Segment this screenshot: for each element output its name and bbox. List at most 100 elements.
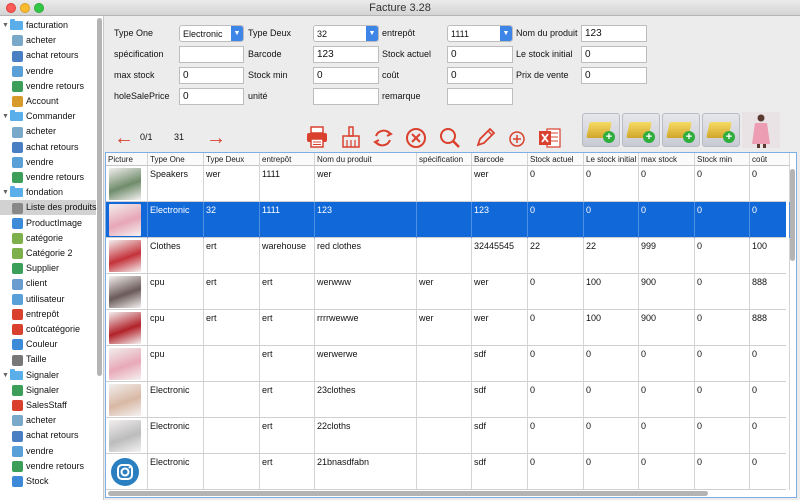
specification-input[interactable] bbox=[179, 46, 244, 63]
column-header[interactable]: spécification bbox=[417, 153, 472, 166]
picture-cell bbox=[106, 274, 148, 310]
page-indicator: 0/1 bbox=[140, 132, 153, 142]
disclosure-triangle-icon[interactable]: ▼ bbox=[2, 113, 9, 121]
sidebar-item[interactable]: vendre retours bbox=[0, 79, 96, 94]
sidebar-item[interactable]: SalesStaff bbox=[0, 398, 96, 413]
add-icon[interactable] bbox=[508, 130, 526, 148]
sidebar-item[interactable]: vendre retours bbox=[0, 459, 96, 474]
sidebar-item-label: ProductImage bbox=[26, 217, 83, 228]
column-header[interactable]: Stock min bbox=[695, 153, 750, 166]
sidebar-item[interactable]: utilisateur bbox=[0, 292, 96, 307]
broom-icon[interactable] bbox=[340, 126, 362, 148]
table-cell: Electronic bbox=[148, 202, 204, 238]
table-row[interactable]: Electronic 32 1111 123 123 0 0 0 0 0 bbox=[106, 202, 790, 238]
sidebar-item[interactable]: achat retours bbox=[0, 48, 96, 63]
table-row[interactable]: cpu ert ert werwww wer wer 0 100 900 0 888 bbox=[106, 274, 790, 310]
sidebar-scrollbar[interactable] bbox=[97, 18, 102, 376]
search-icon[interactable] bbox=[439, 127, 461, 149]
product-preview-image[interactable] bbox=[742, 112, 780, 148]
excel-export-icon[interactable] bbox=[538, 126, 562, 150]
window-zoom-button[interactable] bbox=[34, 3, 44, 13]
delete-icon[interactable] bbox=[405, 127, 427, 149]
table-row[interactable]: cpu ert ert rrrrwewwe wer wer 0 100 900 0 888 bbox=[106, 310, 790, 346]
nom-du-produit-input[interactable]: 123 bbox=[581, 25, 647, 42]
sidebar-item[interactable]: Stock bbox=[0, 474, 96, 489]
stock-min-input[interactable]: 0 bbox=[313, 67, 379, 84]
column-header[interactable]: coût bbox=[750, 153, 790, 166]
sidebar-item[interactable]: vendre bbox=[0, 155, 96, 170]
table-vertical-scrollbar[interactable] bbox=[790, 169, 795, 261]
sidebar-item[interactable]: achat retours bbox=[0, 428, 96, 443]
next-arrow-icon[interactable]: → bbox=[206, 127, 226, 149]
column-header[interactable]: Stock actuel bbox=[528, 153, 584, 166]
sidebar-item[interactable]: acheter bbox=[0, 124, 96, 139]
unite-input[interactable] bbox=[313, 88, 379, 105]
product-image-icon bbox=[12, 217, 23, 229]
table-row[interactable]: Electronic ert 23clothes sdf 0 0 0 0 0 bbox=[106, 382, 790, 418]
add-image-2-button[interactable]: + bbox=[622, 113, 660, 147]
table-row[interactable]: Electronic ert 21bnasdfabn sdf 0 0 0 0 0 bbox=[106, 454, 790, 490]
column-header[interactable]: max stock bbox=[639, 153, 695, 166]
sidebar-item[interactable]: client bbox=[0, 276, 96, 291]
remarque-input[interactable] bbox=[447, 88, 513, 105]
hole-sale-price-input[interactable]: 0 bbox=[179, 88, 244, 105]
sidebar-item[interactable]: achat retours bbox=[0, 140, 96, 155]
edit-pencil-icon[interactable] bbox=[474, 127, 496, 149]
column-header[interactable]: Picture bbox=[106, 153, 148, 166]
sidebar-item[interactable]: ▼ Signaler bbox=[0, 368, 96, 383]
table-row[interactable]: Electronic ert 22cloths sdf 0 0 0 0 0 bbox=[106, 418, 790, 454]
window-minimize-button[interactable] bbox=[20, 3, 30, 13]
type-deux-select[interactable]: 32 ▼ bbox=[313, 25, 379, 42]
le-stock-initial-input[interactable]: 0 bbox=[581, 46, 647, 63]
table-horizontal-scrollbar[interactable] bbox=[108, 491, 708, 496]
table-cell: 0 bbox=[750, 166, 790, 202]
table-row[interactable]: Speakers wer 1111 wer wer 0 0 0 0 0 bbox=[106, 166, 790, 202]
entrepot-select[interactable]: 1111 ▼ bbox=[447, 25, 513, 42]
printer-icon[interactable] bbox=[305, 126, 329, 148]
sidebar-item[interactable]: acheter bbox=[0, 33, 96, 48]
sidebar-item[interactable]: Account bbox=[0, 94, 96, 109]
refresh-icon[interactable] bbox=[372, 127, 394, 149]
sidebar-item[interactable]: Liste des produits bbox=[0, 200, 97, 216]
sidebar-item[interactable]: vendre bbox=[0, 444, 96, 459]
sidebar-item[interactable]: entrepôt bbox=[0, 307, 96, 322]
sidebar-item[interactable]: Signaler bbox=[0, 383, 96, 398]
disclosure-triangle-icon[interactable]: ▼ bbox=[2, 22, 9, 30]
sidebar-item[interactable]: ProductImage bbox=[0, 216, 96, 231]
sidebar-item[interactable]: Couleur bbox=[0, 337, 96, 352]
add-image-4-button[interactable]: + bbox=[702, 113, 740, 147]
window-close-button[interactable] bbox=[6, 3, 16, 13]
disclosure-triangle-icon[interactable]: ▼ bbox=[2, 189, 9, 197]
sidebar-item[interactable]: Taille bbox=[0, 352, 96, 367]
sidebar-item[interactable]: coûtcatégorie bbox=[0, 322, 96, 337]
table-row[interactable]: Clothes ert warehouse red clothes 32445545 22… bbox=[106, 238, 790, 274]
column-header[interactable]: Type Deux bbox=[204, 153, 260, 166]
type-one-select[interactable]: Electronic ▼ bbox=[179, 25, 244, 42]
sidebar-item[interactable]: Catégorie 2 bbox=[0, 246, 96, 261]
column-header[interactable]: Barcode bbox=[472, 153, 528, 166]
sidebar-item[interactable]: ▼ facturation bbox=[0, 18, 96, 33]
cout-input[interactable]: 0 bbox=[447, 67, 513, 84]
product-thumbnail bbox=[109, 240, 141, 272]
add-image-1-button[interactable]: + bbox=[582, 113, 620, 147]
sidebar-item-label: Stock bbox=[26, 476, 49, 486]
table-row[interactable]: cpu ert werwerwe sdf 0 0 0 0 0 bbox=[106, 346, 790, 382]
stock-actuel-input[interactable]: 0 bbox=[447, 46, 513, 63]
add-image-3-button[interactable]: + bbox=[662, 113, 700, 147]
barcode-input[interactable]: 123 bbox=[313, 46, 379, 63]
column-header[interactable]: Type One bbox=[148, 153, 204, 166]
column-header[interactable]: Le stock initial bbox=[584, 153, 639, 166]
sidebar-item[interactable]: catégorie bbox=[0, 231, 96, 246]
sidebar-item[interactable]: vendre retours bbox=[0, 170, 96, 185]
column-header[interactable]: entrepôt bbox=[260, 153, 315, 166]
max-stock-input[interactable]: 0 bbox=[179, 67, 244, 84]
column-header[interactable]: Nom du produit bbox=[315, 153, 417, 166]
sidebar-item[interactable]: Supplier bbox=[0, 261, 96, 276]
sidebar-item[interactable]: ▼ fondation bbox=[0, 185, 96, 200]
prix-de-vente-input[interactable]: 0 bbox=[581, 67, 647, 84]
sidebar-item[interactable]: vendre bbox=[0, 64, 96, 79]
sidebar-item[interactable]: acheter bbox=[0, 413, 96, 428]
disclosure-triangle-icon[interactable]: ▼ bbox=[2, 371, 9, 379]
sidebar-item[interactable]: ▼ Commander bbox=[0, 109, 96, 124]
previous-arrow-icon[interactable]: ← bbox=[114, 127, 134, 149]
